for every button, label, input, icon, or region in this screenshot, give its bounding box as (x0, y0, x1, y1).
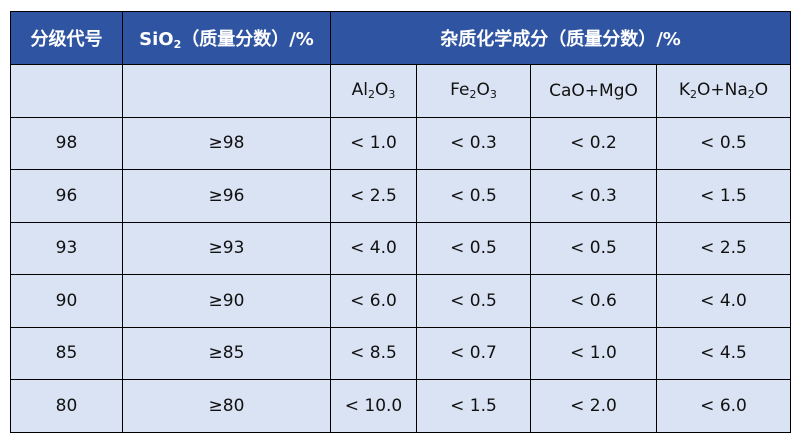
sio2-header: SiO2（质量分数）/% (122, 11, 331, 65)
table-cell: < 8.5 (330, 326, 417, 380)
grade-header: 分级代号 (10, 11, 123, 65)
table-cell: ≥93 (122, 221, 331, 275)
table-row: 96 ≥96 < 2.5 < 0.5 < 0.3 < 1.5 (10, 169, 792, 223)
table-cell: < 4.5 (655, 326, 792, 380)
table-cell: < 4.0 (655, 274, 792, 328)
table-row: 85 ≥85 < 8.5 < 0.7 < 1.0 < 4.5 (10, 326, 792, 380)
subheader-row: Al2O3 Fe2O3 CaO+MgO K2O+Na2O (10, 64, 792, 118)
table-cell: < 1.5 (416, 379, 531, 433)
empty-cell (10, 64, 123, 118)
table-cell: < 2.0 (530, 379, 657, 433)
table-cell: < 0.6 (530, 274, 657, 328)
fe2o3-header: Fe2O3 (416, 64, 531, 118)
table-cell: < 0.3 (416, 116, 531, 170)
cao-mgo-header: CaO+MgO (530, 64, 657, 118)
table-cell: < 0.5 (416, 169, 531, 223)
header-row: 分级代号 SiO2（质量分数）/% 杂质化学成分（质量分数）/% (10, 11, 792, 65)
table-cell: < 0.2 (530, 116, 657, 170)
table-cell: < 2.5 (655, 221, 792, 275)
table-cell: 85 (10, 326, 123, 380)
table-cell: ≥98 (122, 116, 331, 170)
table-row: 80 ≥80 < 10.0 < 1.5 < 2.0 < 6.0 (10, 379, 792, 433)
table-cell: < 4.0 (330, 221, 417, 275)
silica-grade-table: 分级代号 SiO2（质量分数）/% 杂质化学成分（质量分数）/% Al2O3 F… (10, 11, 792, 433)
table-row: 90 ≥90 < 6.0 < 0.5 < 0.6 < 4.0 (10, 274, 792, 328)
table-cell: < 0.5 (416, 274, 531, 328)
table-cell: ≥90 (122, 274, 331, 328)
table-cell: < 0.3 (530, 169, 657, 223)
impurities-header: 杂质化学成分（质量分数）/% (329, 11, 792, 65)
table-cell: < 1.5 (655, 169, 792, 223)
table-cell: ≥80 (122, 379, 331, 433)
table-cell: 98 (10, 116, 123, 170)
table-cell: < 0.5 (416, 221, 531, 275)
table-cell: 90 (10, 274, 123, 328)
al2o3-header: Al2O3 (330, 64, 417, 118)
table-row: 93 ≥93 < 4.0 < 0.5 < 0.5 < 2.5 (10, 221, 792, 275)
empty-cell (122, 64, 331, 118)
table-cell: < 6.0 (655, 379, 792, 433)
k2o-na2o-header: K2O+Na2O (655, 64, 792, 118)
table-cell: 93 (10, 221, 123, 275)
table-cell: ≥96 (122, 169, 331, 223)
table-cell: < 1.0 (330, 116, 417, 170)
table-cell: < 0.5 (530, 221, 657, 275)
table-cell: < 0.5 (655, 116, 792, 170)
table-cell: < 0.7 (416, 326, 531, 380)
table-row: 98 ≥98 < 1.0 < 0.3 < 0.2 < 0.5 (10, 116, 792, 170)
table-cell: ≥85 (122, 326, 331, 380)
table-cell: 96 (10, 169, 123, 223)
table-cell: < 2.5 (330, 169, 417, 223)
table-cell: < 6.0 (330, 274, 417, 328)
table-cell: 80 (10, 379, 123, 433)
table-cell: < 10.0 (330, 379, 417, 433)
table-cell: < 1.0 (530, 326, 657, 380)
